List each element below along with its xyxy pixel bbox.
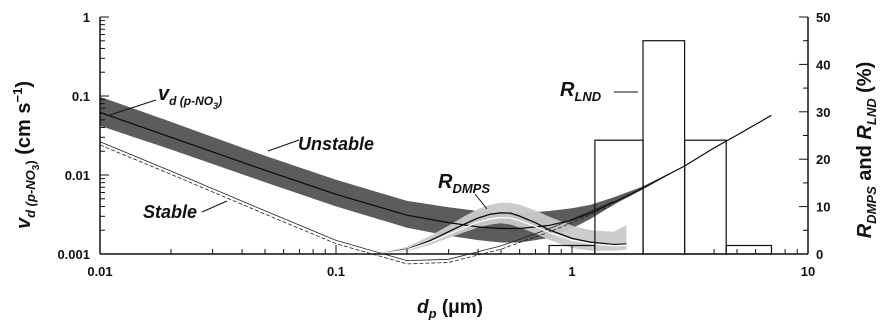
x-tick-label: 0.1 (327, 264, 345, 279)
axes (99, 16, 809, 255)
y-right-tick-label: 10 (816, 200, 830, 215)
x-tick-label: 0.01 (87, 264, 112, 279)
x-axis-title: dp (μm) (417, 297, 483, 320)
unstable-annotation: Unstable (298, 134, 374, 154)
x-tick-label: 1 (568, 264, 575, 279)
rlnd-annotation: RLND (560, 79, 602, 104)
y-left-tick-label: 0.1 (72, 89, 90, 104)
y-right-tick-label: 30 (816, 105, 830, 120)
unstable-leader-line (267, 139, 300, 152)
rlnd-bar (642, 40, 686, 255)
band-layer (100, 96, 772, 254)
y-right-tick-label: 0 (816, 247, 823, 262)
y-axis-right-title: RDMPS and RLND (%) (854, 62, 879, 239)
stable-line-upper (99, 141, 614, 262)
vd-leader-line (109, 99, 157, 116)
stable-line-lower (99, 144, 614, 265)
rlnd-bar (725, 244, 773, 255)
x-tick-label: 10 (801, 264, 815, 279)
line-layer (99, 111, 772, 265)
rdmps-annotation: RDMPS (438, 171, 490, 196)
rlnd-bar (683, 139, 727, 255)
rdmps-line (377, 212, 627, 255)
y-right-tick-label: 20 (816, 152, 830, 167)
y-right-tick-label: 40 (816, 57, 830, 72)
rdmps-band (377, 202, 627, 254)
y-left-tick-label: 1 (83, 10, 90, 25)
y-left-tick-label: 0.001 (57, 247, 90, 262)
rdmps-leader-line (474, 193, 488, 210)
stable-annotation: Stable (143, 202, 197, 222)
vd-annotation: vd (p-NO3) (158, 83, 222, 111)
y-right-tick-label: 50 (816, 10, 830, 25)
y-axis-left-title: vd (p-NO3) (cm s−1) (10, 81, 42, 229)
stable-leader-line (201, 200, 228, 213)
y-left-tick-label: 0.01 (65, 168, 90, 183)
rdmps-inner-line (377, 217, 627, 255)
